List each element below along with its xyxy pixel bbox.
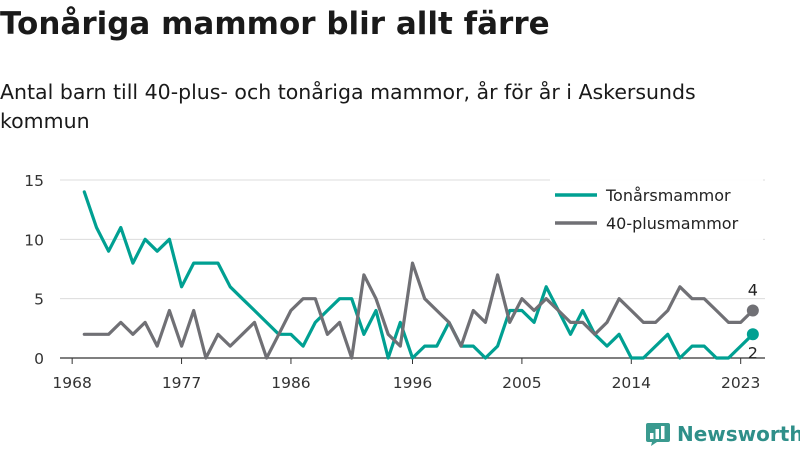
- series-end-point: [746, 328, 759, 341]
- series-end-label: 2: [748, 343, 758, 362]
- brand-name: Newsworthy: [677, 422, 800, 446]
- x-tick-label: 1986: [271, 374, 310, 392]
- axis: 0 5 10 15 1968 1977 1986 1996 2005 2014 2023: [24, 172, 760, 392]
- y-tick-label: 10: [24, 231, 44, 249]
- series-line-0: [82, 190, 755, 360]
- legend: Tonårsmammor 40-plusmammor: [550, 178, 763, 240]
- y-tick-label: 0: [34, 350, 44, 368]
- x-tick-label: 1996: [393, 374, 432, 392]
- x-tick-label: 2014: [612, 374, 651, 392]
- series-end-point: [746, 304, 759, 317]
- legend-label: 40-plusmammor: [606, 214, 739, 233]
- newsworthy-logo-icon: [646, 423, 670, 446]
- series-line-1: [82, 261, 755, 360]
- legend-label: Tonårsmammor: [605, 186, 731, 205]
- y-tick-label: 15: [24, 172, 44, 190]
- y-tick-label: 5: [34, 291, 44, 309]
- x-tick-label: 1968: [52, 374, 91, 392]
- chart-subtitle: Antal barn till 40-plus- och tonåriga ma…: [0, 80, 696, 133]
- series-lines: 24: [82, 190, 759, 362]
- legend-background: [550, 178, 763, 240]
- x-tick-label: 2023: [721, 374, 760, 392]
- chart-title: Tonåriga mammor blir allt färre: [0, 6, 550, 42]
- brand-logo: Newsworthy: [645, 419, 800, 449]
- series-end-label: 4: [748, 281, 758, 300]
- x-tick-label: 2005: [502, 374, 541, 392]
- x-tick-label: 1977: [162, 374, 201, 392]
